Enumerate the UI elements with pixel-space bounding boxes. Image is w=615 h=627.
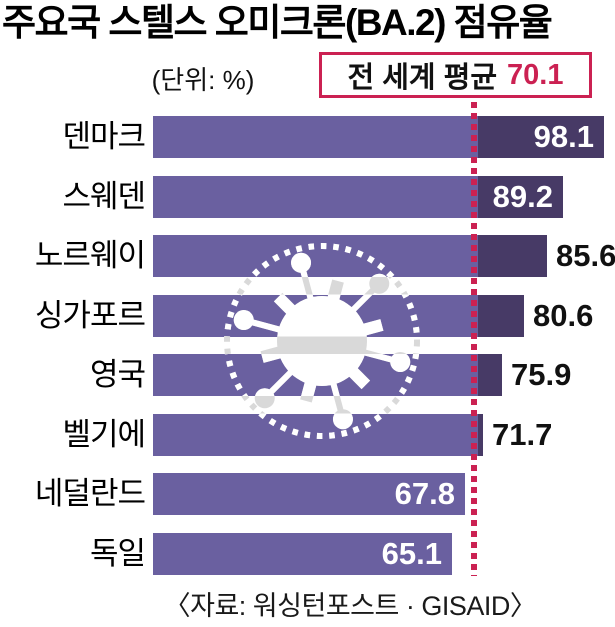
value-label: 80.6 bbox=[533, 297, 594, 333]
value-label: 67.8 bbox=[394, 476, 455, 511]
country-label: 스웨덴 bbox=[62, 178, 146, 214]
bar-over-average-segment bbox=[478, 175, 563, 218]
bar-row: 벨기에 71.7 bbox=[0, 413, 615, 456]
bar bbox=[153, 235, 547, 277]
country-label: 독일 bbox=[89, 535, 146, 571]
bar-row: 노르웨이 85.6 bbox=[0, 235, 615, 277]
page-title: 주요국 스텔스 오미크론(BA.2) 점유율 bbox=[2, 2, 553, 43]
country-label: 싱가포르 bbox=[34, 297, 146, 333]
bar bbox=[153, 413, 483, 456]
bar-over-average-segment bbox=[478, 116, 604, 158]
country-label: 노르웨이 bbox=[34, 238, 146, 273]
value-label: 98.1 bbox=[533, 119, 594, 154]
bar-row: 싱가포르 80.6 bbox=[0, 294, 615, 337]
average-reference-line bbox=[471, 102, 477, 576]
value-label: 85.6 bbox=[556, 238, 615, 273]
bar bbox=[153, 354, 502, 396]
world-average-value: 70.1 bbox=[507, 58, 564, 91]
country-label: 영국 bbox=[89, 357, 146, 392]
bar: 67.8 bbox=[153, 473, 465, 515]
country-label: 덴마크 bbox=[62, 119, 146, 154]
bar: 89.2 bbox=[153, 175, 563, 218]
bar-row: 독일 65.1 bbox=[0, 532, 615, 575]
bar-over-average-segment bbox=[478, 413, 483, 456]
country-label: 벨기에 bbox=[62, 416, 146, 452]
world-average-label: 전 세계 평균 bbox=[347, 62, 498, 94]
unit-label: (단위: %) bbox=[151, 65, 255, 95]
value-label: 65.1 bbox=[381, 535, 442, 571]
value-label: 71.7 bbox=[492, 416, 553, 452]
country-label: 네덜란드 bbox=[34, 476, 146, 511]
bar-over-average-segment bbox=[478, 354, 502, 396]
world-average-box: 전 세계 평균 70.1 bbox=[319, 52, 592, 98]
bar-row: 영국 75.9 bbox=[0, 354, 615, 396]
bar-over-average-segment bbox=[478, 235, 547, 277]
value-label: 89.2 bbox=[492, 178, 553, 214]
source-caption: 〈자료: 워싱턴포스트 · GISAID〉 bbox=[163, 591, 537, 621]
bar-row: 덴마크 98.1 bbox=[0, 116, 615, 158]
bar bbox=[153, 294, 524, 337]
bar-row: 네덜란드 67.8 bbox=[0, 473, 615, 515]
bar-over-average-segment bbox=[478, 294, 524, 337]
bar: 98.1 bbox=[153, 116, 604, 158]
bar-row: 스웨덴 89.2 bbox=[0, 175, 615, 218]
bar: 65.1 bbox=[153, 532, 452, 575]
bar-chart: 덴마크 98.1 스웨덴 89.2 노르웨이 85.6 싱가포르 80.6 영국 75.9 벨기에 7… bbox=[0, 116, 615, 576]
value-label: 75.9 bbox=[511, 357, 572, 392]
